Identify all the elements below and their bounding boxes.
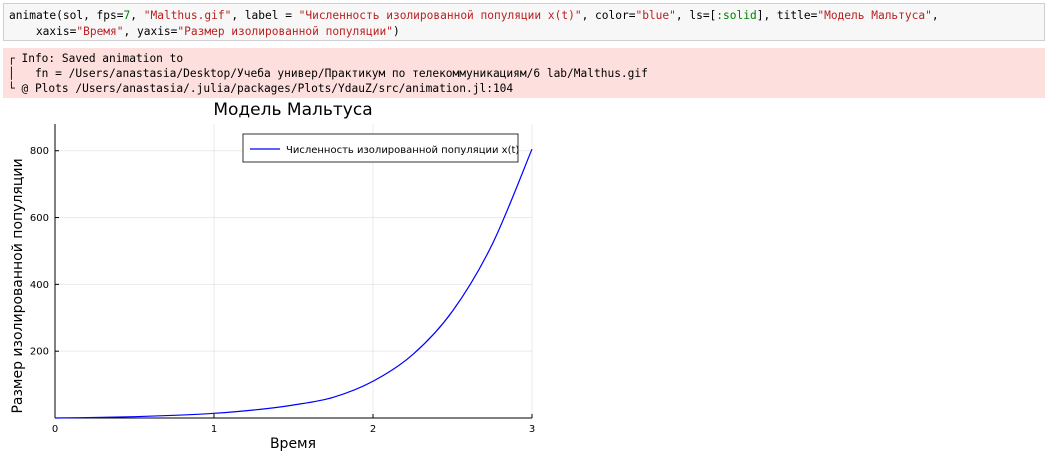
code-line-1: animate(sol, fps=7, "Malthus.gif", label… bbox=[9, 8, 1044, 24]
y-tick-label: 200 bbox=[30, 347, 49, 358]
code-token: , bbox=[130, 9, 144, 22]
grid bbox=[54, 124, 533, 418]
plot-output: Модель Мальтуса 0 1 2 3 200 400 600 800 Численн… bbox=[0, 98, 545, 453]
x-tick-label: 1 bbox=[211, 424, 217, 435]
code-token: , ls=[ bbox=[675, 9, 717, 22]
code-token: "Время" bbox=[76, 25, 124, 38]
code-token: , label = bbox=[231, 9, 299, 22]
y-tick-label: 400 bbox=[30, 280, 49, 291]
x-tick-label: 0 bbox=[52, 424, 58, 435]
legend: Численность изолированной популяции x(t) bbox=[242, 133, 519, 163]
code-token: ) bbox=[392, 25, 400, 38]
series-group bbox=[54, 148, 533, 419]
info-output: ┌ Info: Saved animation to │ fn = /Users/… bbox=[3, 48, 1045, 98]
x-tick-label: 2 bbox=[370, 424, 376, 435]
y-axis-label: Размер изолированной популяции bbox=[10, 158, 26, 413]
code-token: "Численность изолированной популяции x(t… bbox=[298, 9, 582, 22]
code-token: :solid bbox=[716, 9, 757, 22]
x-tick-label: 3 bbox=[529, 424, 535, 435]
x-axis-label: Время bbox=[270, 436, 316, 452]
code-token: , bbox=[931, 9, 939, 22]
axes bbox=[54, 124, 533, 419]
code-token: "Модель Мальтуса" bbox=[817, 9, 932, 22]
code-cell[interactable]: animate(sol, fps=7, "Malthus.gif", label… bbox=[3, 3, 1045, 41]
code-token: , color= bbox=[581, 9, 636, 22]
code-token: xaxis= bbox=[9, 25, 77, 38]
y-tick-label: 600 bbox=[30, 213, 49, 224]
legend-label: Численность изолированной популяции x(t) bbox=[286, 145, 519, 156]
series-line bbox=[54, 148, 533, 419]
code-token: "Размер изолированной популяции" bbox=[177, 25, 393, 38]
chart-title: Модель Мальтуса bbox=[213, 100, 372, 120]
info-line-3: └ @ Plots /Users/anastasia/.julia/packag… bbox=[8, 82, 514, 95]
chart-svg: Модель Мальтуса 0 1 2 3 200 400 600 800 Численн… bbox=[10, 100, 535, 452]
code-token: , yaxis= bbox=[123, 25, 178, 38]
code-token: "Malthus.gif" bbox=[143, 9, 232, 22]
legend-box bbox=[242, 133, 519, 163]
code-line-2: xaxis="Время", yaxis="Размер изолированн… bbox=[9, 24, 1044, 40]
code-token: animate(sol, fps= bbox=[9, 9, 124, 22]
info-line-1: ┌ Info: Saved animation to bbox=[8, 52, 184, 65]
code-token: ], title= bbox=[756, 9, 818, 22]
code-token: 7 bbox=[123, 9, 131, 22]
tick-labels: 0 1 2 3 200 400 600 800 bbox=[30, 146, 535, 435]
info-line-2: │ fn = /Users/anastasia/Desktop/Учеба ун… bbox=[8, 67, 648, 80]
code-token: "blue" bbox=[635, 9, 676, 22]
y-tick-label: 800 bbox=[30, 146, 49, 157]
